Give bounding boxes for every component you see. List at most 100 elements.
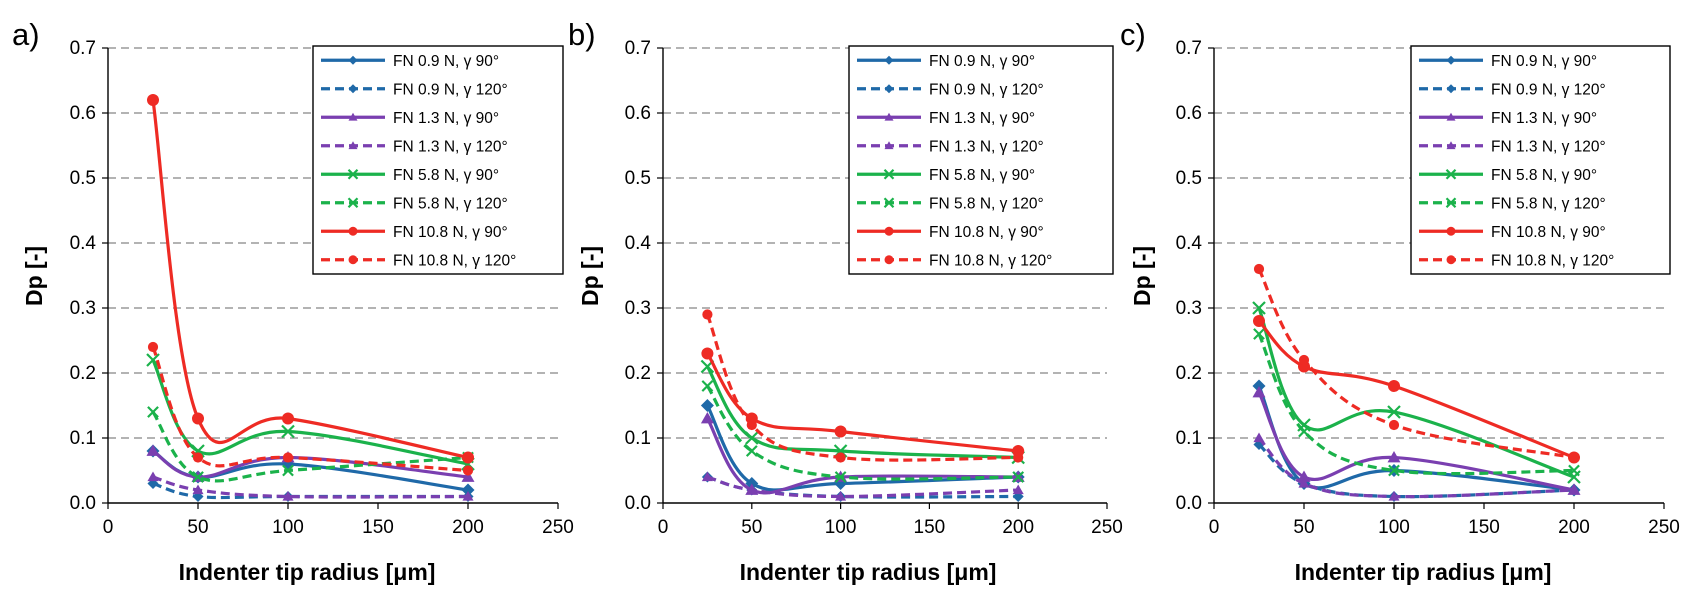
data-point [192, 471, 204, 483]
legend-marker [348, 255, 358, 265]
series-line [1257, 333, 1575, 476]
series-line [151, 346, 469, 473]
legend-marker [1446, 84, 1456, 94]
legend-label: FN 5.8 N, γ 90° [929, 167, 1035, 184]
series-fn-1-3-n-dashed [147, 471, 474, 501]
legend-label: FN 10.8 N, γ 120° [929, 252, 1052, 269]
data-point [1297, 470, 1311, 482]
data-point [1388, 380, 1400, 392]
legend-box [848, 45, 1114, 275]
legend-label: FN 10.8 N, γ 120° [1491, 252, 1614, 269]
y-tick-label: 0.1 [1176, 428, 1202, 449]
legend-marker [348, 226, 358, 236]
y-tick-label: 0.4 [625, 233, 652, 254]
legend-entry: FN 10.8 N, γ 120° [857, 252, 1052, 269]
legend-marker [884, 255, 894, 265]
data-point [147, 471, 159, 482]
legend-entry: FN 5.8 N, γ 120° [1419, 195, 1606, 212]
y-tick-label: 0.7 [1176, 38, 1202, 59]
y-tick-label: 0.3 [70, 298, 96, 319]
series-line [151, 99, 469, 460]
legend-label: FN 10.8 N, γ 120° [393, 252, 516, 269]
legend-marker [883, 168, 895, 180]
legend-label: FN 10.8 N, γ 90° [393, 224, 508, 241]
series-line [151, 411, 469, 483]
panel-label: b) [568, 17, 596, 52]
data-point [282, 464, 294, 477]
x-tick-label: 250 [1091, 517, 1123, 538]
series-fn-1-3-n-dashed [1253, 432, 1580, 501]
legend-entry: FN 1.3 N, γ 120° [1419, 138, 1606, 155]
data-point [834, 425, 847, 438]
y-tick-label: 0.7 [70, 38, 96, 59]
legend-marker [348, 84, 358, 94]
legend-entry: FN 10.8 N, γ 90° [857, 224, 1044, 241]
data-point [745, 445, 758, 457]
series-line [706, 352, 1019, 453]
legend-marker [1446, 141, 1456, 150]
x-tick-label: 150 [1468, 517, 1500, 538]
legend-marker [884, 141, 894, 150]
data-point [1298, 425, 1310, 438]
legend-label: FN 1.3 N, γ 120° [393, 138, 508, 155]
legend-label: FN 5.8 N, γ 120° [1491, 195, 1606, 212]
legend-label: FN 5.8 N, γ 120° [393, 195, 508, 212]
legend-entry: FN 1.3 N, γ 120° [321, 138, 508, 155]
data-point [1388, 490, 1400, 501]
y-tick-label: 0.1 [625, 428, 651, 449]
series-line [706, 385, 1019, 481]
x-tick-label: 200 [1002, 517, 1034, 538]
data-point [282, 490, 294, 501]
data-point [746, 419, 757, 431]
legend-marker [1445, 168, 1457, 180]
legend-label: FN 0.9 N, γ 90° [1491, 53, 1597, 70]
data-point [192, 412, 204, 425]
x-tick-label: 200 [452, 517, 484, 538]
y-axis-title: Dp [-] [577, 246, 603, 306]
data-point [1387, 405, 1401, 419]
y-tick-label: 0.5 [625, 168, 651, 189]
series-line [706, 365, 1019, 460]
data-point [1387, 451, 1401, 463]
legend-marker [1445, 197, 1457, 209]
series-line [1257, 319, 1575, 459]
legend-entry: FN 0.9 N, γ 120° [857, 81, 1044, 98]
legend-marker [348, 112, 358, 121]
legend-entry: FN 10.8 N, γ 120° [321, 252, 516, 269]
data-point [1388, 464, 1400, 477]
legend-label: FN 0.9 N, γ 90° [929, 53, 1035, 70]
legend-box [312, 45, 564, 275]
series-fn-10-8-n-solid [147, 94, 474, 464]
data-point [1388, 419, 1400, 431]
legend-entry: FN 1.3 N, γ 90° [321, 110, 499, 127]
x-axis-title: Indenter tip radius [μm] [740, 559, 997, 585]
legend-label: FN 1.3 N, γ 90° [393, 110, 499, 127]
data-point [1012, 471, 1025, 483]
legend-entry: FN 0.9 N, γ 120° [321, 81, 508, 98]
data-point [1298, 354, 1310, 366]
legend-label: FN 1.3 N, γ 90° [929, 110, 1035, 127]
x-axis-title: Indenter tip radius [μm] [179, 559, 436, 585]
data-point [1568, 452, 1580, 463]
series-fn-1-3-n-dashed [701, 471, 1024, 501]
data-point [701, 380, 714, 392]
legend-label: FN 0.9 N, γ 120° [1491, 81, 1606, 98]
x-tick-label: 150 [362, 517, 394, 538]
series-fn-10-8-n-solid [1253, 315, 1580, 464]
legend-entry: FN 1.3 N, γ 90° [1419, 110, 1597, 127]
y-tick-label: 0.2 [70, 363, 96, 384]
data-point [1253, 328, 1265, 340]
legend-box [1410, 45, 1671, 275]
legend-label: FN 0.9 N, γ 120° [929, 81, 1044, 98]
legend-label: FN 5.8 N, γ 90° [393, 167, 499, 184]
y-tick-label: 0.2 [625, 363, 651, 384]
chart-panel-b: b) Dp [-] Indenter tip radius [μm] 0.0 0.… [568, 17, 1123, 585]
legend-label: FN 0.9 N, γ 90° [393, 53, 499, 70]
series-line [1257, 268, 1575, 460]
legend-marker [884, 226, 894, 236]
y-tick-label: 0.3 [625, 298, 651, 319]
data-point [461, 483, 475, 497]
y-tick-label: 0.2 [1176, 363, 1202, 384]
x-tick-label: 250 [1648, 517, 1680, 538]
